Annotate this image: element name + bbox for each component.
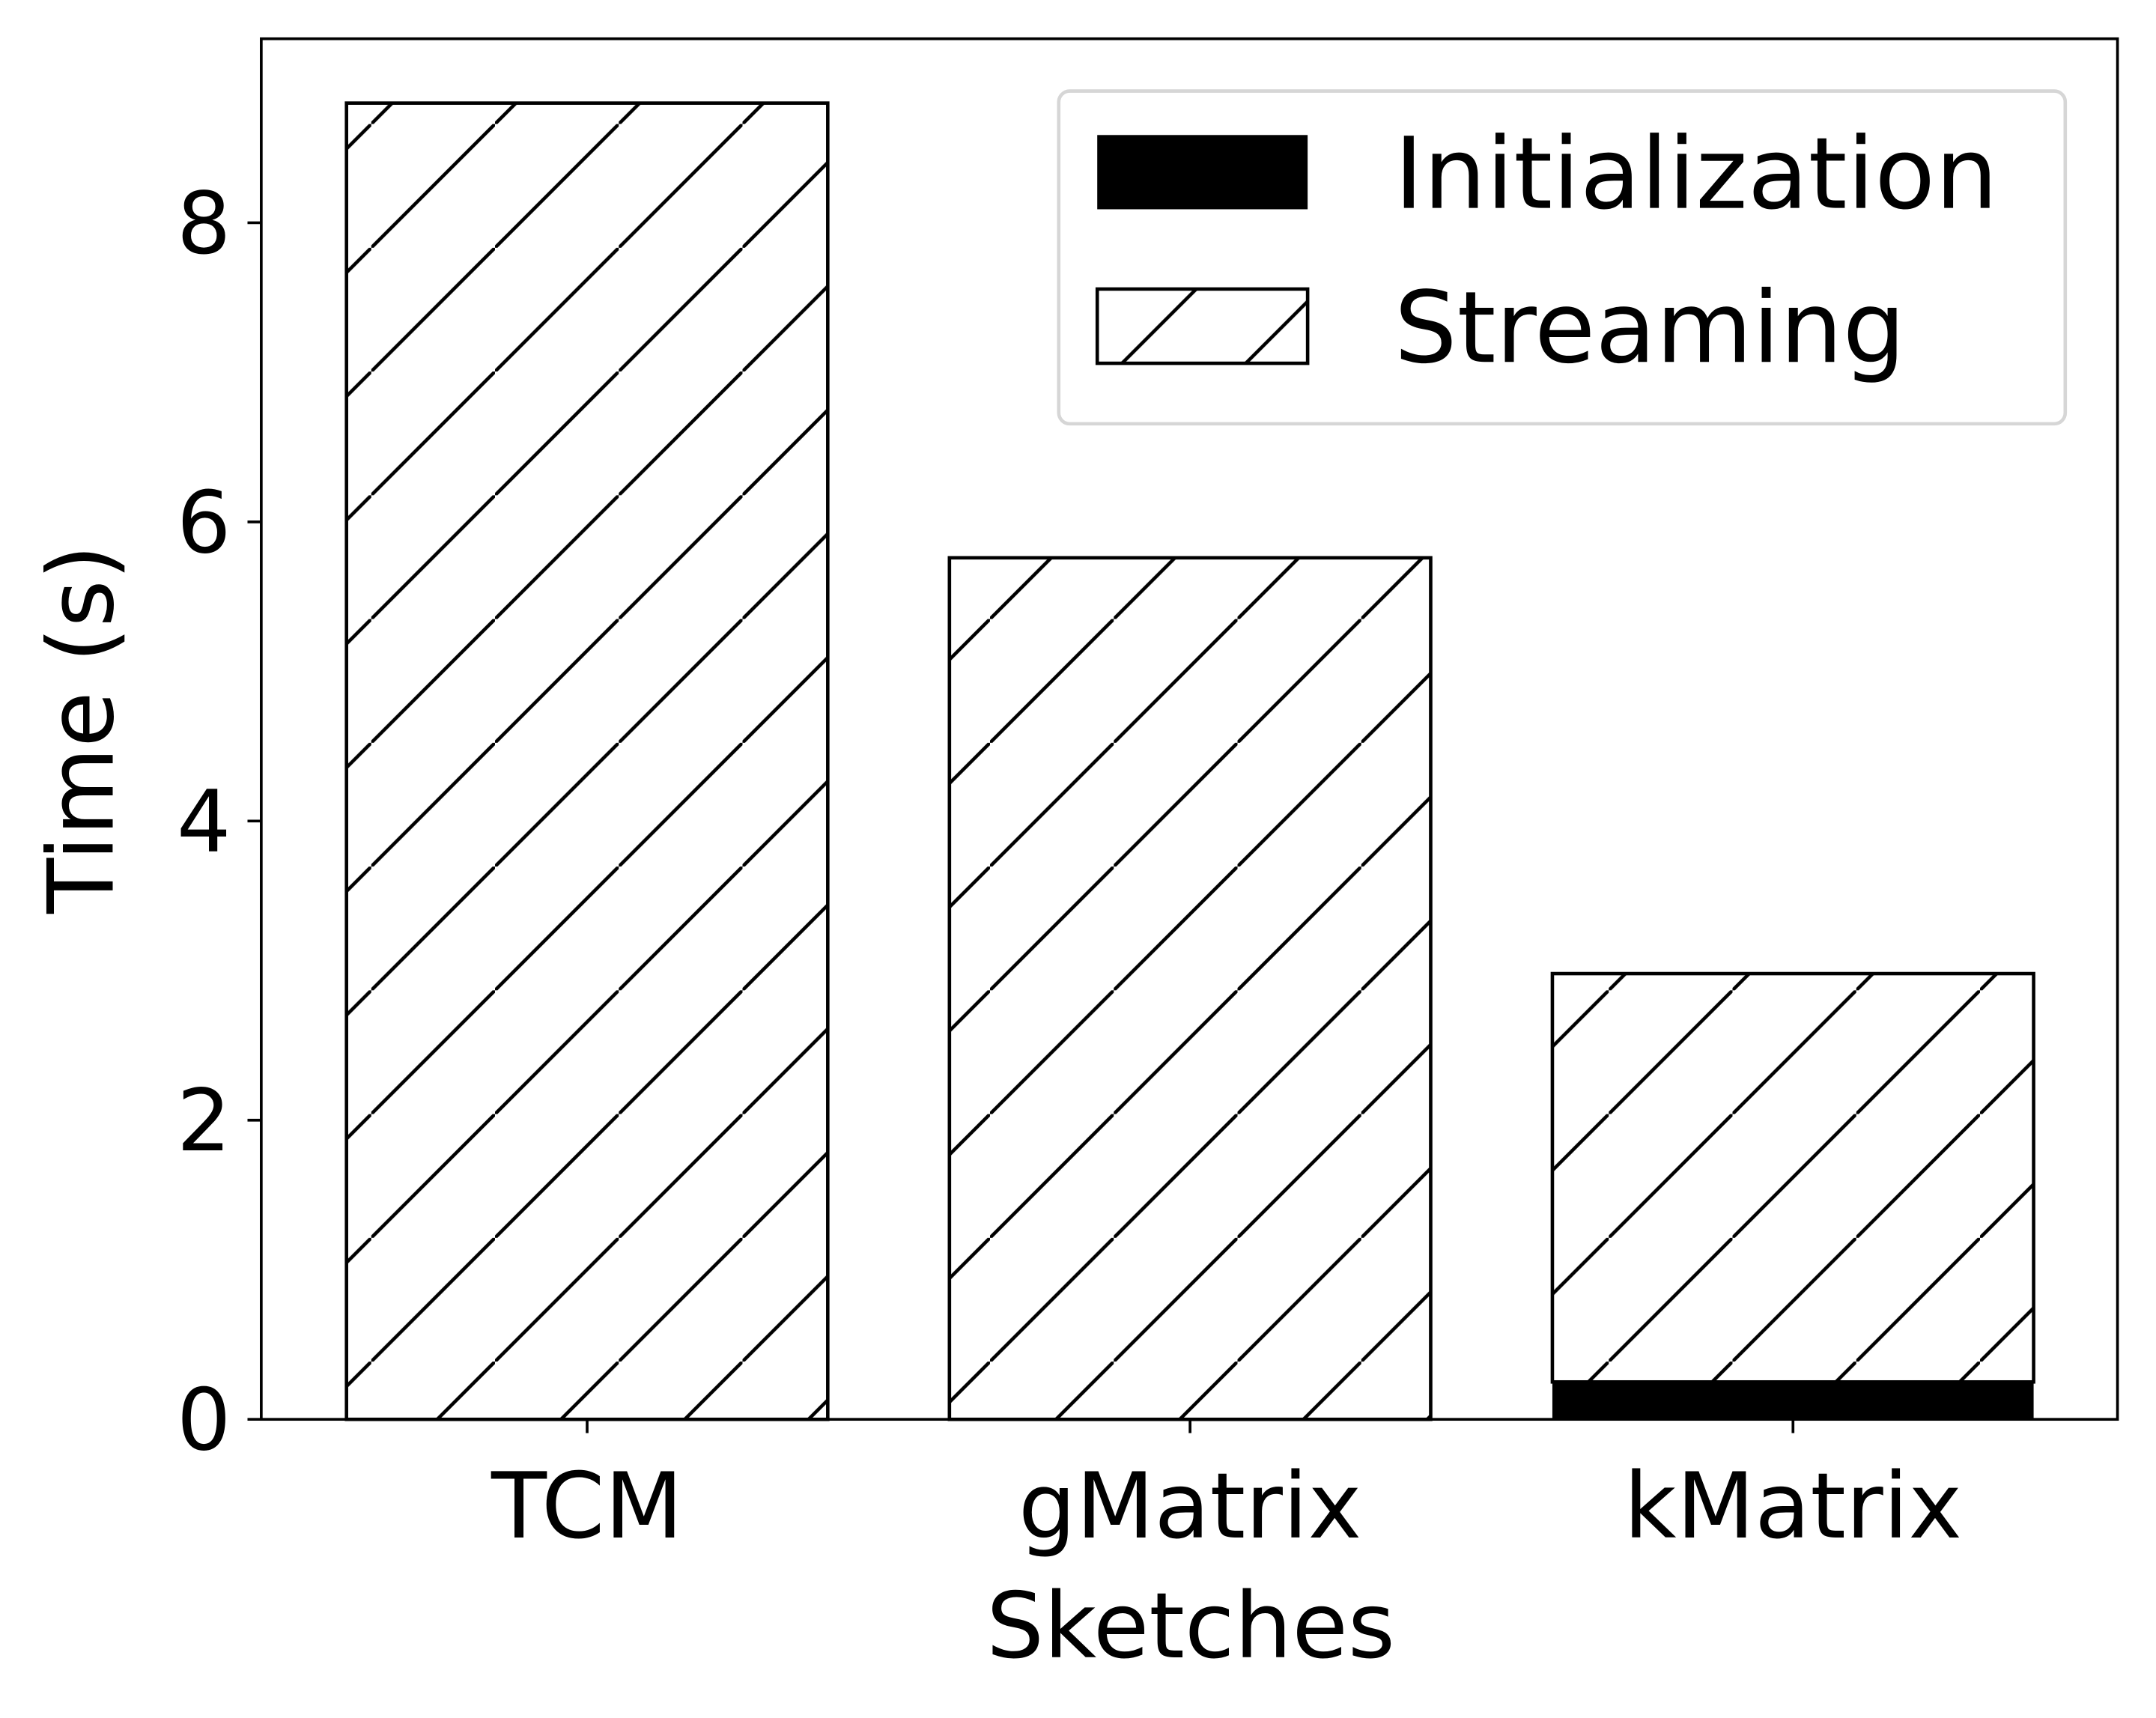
y-tick-label: 8 — [177, 174, 231, 273]
plot-frame — [260, 37, 2119, 1421]
y-tick-label: 4 — [177, 772, 231, 872]
bar-segment — [1552, 1382, 2034, 1420]
x-axis-label: Sketches — [986, 1573, 1395, 1679]
x-tick-label: TCM — [491, 1454, 683, 1559]
y-tick-label: 6 — [177, 473, 231, 572]
bar-segment — [947, 556, 1433, 1421]
legend-label: Streaming — [1394, 270, 1906, 386]
legend-label: Initialization — [1394, 117, 1998, 232]
legend: Initialization Streaming — [1057, 89, 2068, 426]
bar-segment — [344, 101, 830, 1421]
y-tick-label: 0 — [177, 1371, 231, 1470]
x-tick-label: kMatrix — [1624, 1454, 1962, 1559]
bar-segment — [1550, 971, 2035, 1384]
y-tick-label: 2 — [177, 1071, 231, 1171]
x-tick-label: gMatrix — [1018, 1454, 1361, 1559]
legend-frame — [1057, 89, 2068, 426]
legend-swatch — [1097, 135, 1308, 210]
legend-swatch — [1095, 287, 1310, 365]
y-axis-label: Time (s) — [29, 544, 135, 914]
